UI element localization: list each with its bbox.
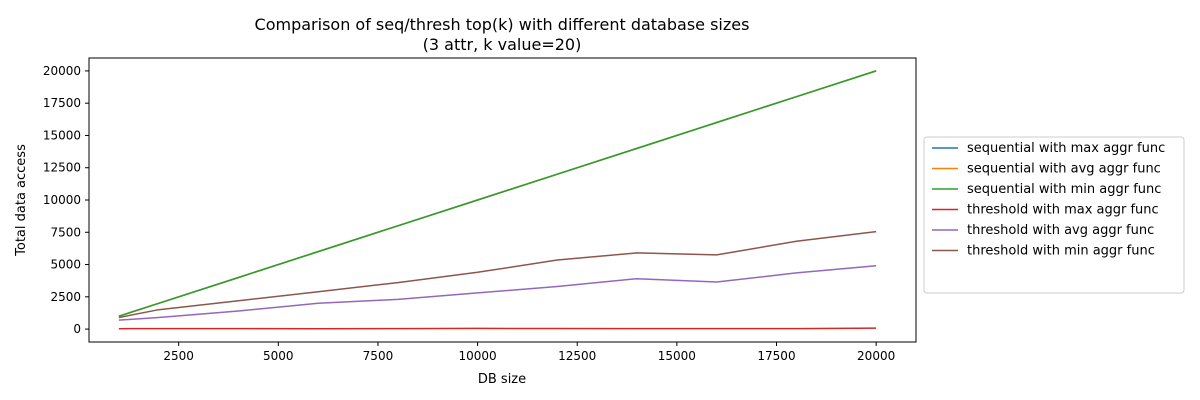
series-line-2 [118, 70, 877, 317]
legend-label: sequential with min aggr func [967, 182, 1161, 197]
legend-label: sequential with max aggr func [967, 141, 1165, 156]
y-tick-label: 10000 [43, 193, 81, 207]
x-tick-label: 2500 [163, 349, 194, 363]
y-tick-label: 17500 [43, 96, 81, 110]
x-axis-ticks: 2500 5000 7500 10000 12500 15000 17500 20000 [163, 342, 895, 363]
y-tick-label: 2500 [50, 290, 81, 304]
legend-label: sequential with avg aggr func [967, 162, 1161, 177]
legend: sequential with max aggr func sequential … [923, 136, 1185, 294]
series-line-4 [118, 265, 877, 321]
x-tick-label: 12500 [558, 349, 596, 363]
y-tick-label: 0 [73, 322, 81, 336]
y-axis-ticks: 0 2500 5000 7500 10000 12500 15000 17500 20000 [43, 64, 89, 336]
plot-area [88, 57, 917, 343]
x-tick-label: 20000 [857, 349, 895, 363]
x-tick-label: 17500 [757, 349, 795, 363]
series-line-5 [118, 230, 877, 319]
y-tick-label: 12500 [43, 161, 81, 175]
y-axis-label: Total data access [14, 144, 29, 257]
chart-subtitle: (3 attr, k value=20) [423, 35, 582, 54]
series-layer [118, 70, 877, 330]
chart-title: Comparison of seq/thresh top(k) with dif… [255, 15, 750, 34]
x-axis-label: DB size [478, 372, 526, 387]
x-tick-label: 5000 [263, 349, 294, 363]
y-tick-label: 20000 [43, 64, 81, 78]
legend-box [923, 136, 1185, 294]
legend-label: threshold with max aggr func [967, 203, 1159, 218]
legend-label: threshold with min aggr func [967, 244, 1155, 259]
x-tick-label: 10000 [458, 349, 496, 363]
y-tick-label: 7500 [50, 225, 81, 239]
x-tick-label: 15000 [658, 349, 696, 363]
series-line-3 [118, 327, 877, 330]
y-tick-label: 15000 [43, 128, 81, 142]
legend-label: threshold with avg aggr func [967, 223, 1154, 238]
x-tick-label: 7500 [363, 349, 394, 363]
y-tick-label: 5000 [50, 258, 81, 272]
